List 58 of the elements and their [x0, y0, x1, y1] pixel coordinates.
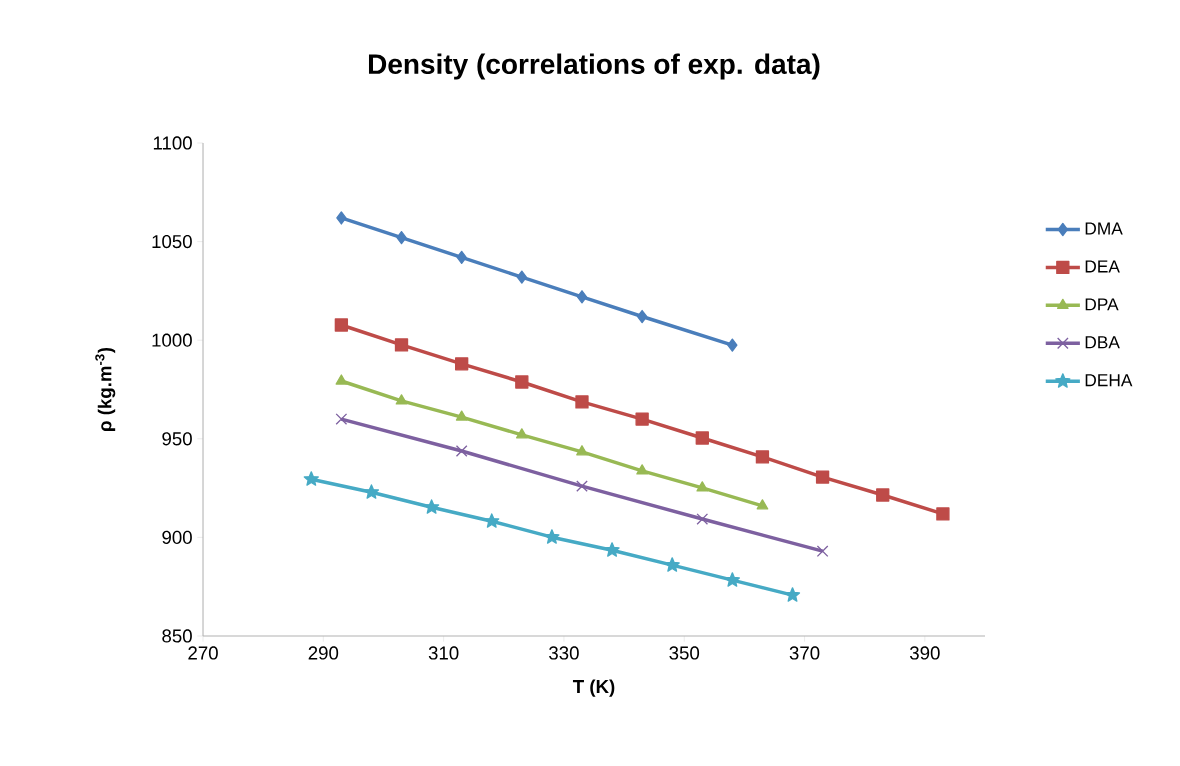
point [576, 480, 588, 492]
point [756, 499, 769, 510]
point [455, 445, 468, 457]
point [515, 428, 528, 439]
point [335, 413, 348, 425]
point [334, 318, 349, 332]
point [303, 471, 319, 486]
point [336, 211, 347, 225]
point [727, 338, 738, 352]
legend-label: DBA [1085, 336, 1120, 349]
x-tick-label: 390 [909, 646, 940, 660]
point [696, 481, 709, 492]
point [575, 395, 589, 409]
y-tick-label: 850 [162, 629, 192, 643]
point [455, 410, 468, 421]
legend-label: DEHA [1085, 374, 1133, 387]
point [664, 557, 680, 572]
point [936, 507, 950, 521]
point [515, 375, 529, 389]
point [815, 470, 830, 484]
x-tick-label: 350 [669, 646, 700, 660]
chart-title: Density (correlations of exp. data) [368, 53, 820, 80]
x-axis-title: T (K) [572, 679, 615, 697]
y-tick-label: 1050 [152, 234, 192, 249]
point [816, 545, 829, 558]
point [636, 464, 648, 475]
point [484, 513, 500, 528]
y-axis-title: ρ (kg.m$^{-3}$) [95, 347, 116, 431]
point [396, 230, 407, 245]
point [636, 309, 648, 324]
point [394, 338, 409, 352]
point [576, 445, 588, 456]
point [604, 542, 620, 557]
legend-label: DMA [1085, 222, 1123, 235]
point [755, 450, 770, 464]
y-tick-label: 1100 [153, 136, 192, 150]
point [695, 431, 709, 445]
point [876, 488, 890, 502]
legend-label: DEA [1085, 260, 1120, 273]
legend-label: DPA [1085, 298, 1119, 311]
point [544, 529, 560, 544]
point [395, 394, 408, 405]
point [635, 412, 649, 426]
point [576, 290, 588, 304]
x-tick-label: 290 [308, 646, 339, 660]
x-tick-label: 310 [428, 646, 459, 660]
point [455, 357, 469, 371]
y-tick-label: 1000 [152, 333, 192, 347]
point [516, 270, 527, 284]
point [456, 250, 467, 265]
x-tick-label: 330 [549, 646, 579, 660]
x-tick-label: 370 [789, 646, 820, 660]
point [335, 374, 348, 385]
point [696, 513, 709, 525]
y-tick-label: 900 [162, 530, 192, 544]
y-tick-label: 950 [162, 432, 192, 446]
point [363, 484, 380, 499]
x-tick-label: 270 [188, 646, 218, 660]
